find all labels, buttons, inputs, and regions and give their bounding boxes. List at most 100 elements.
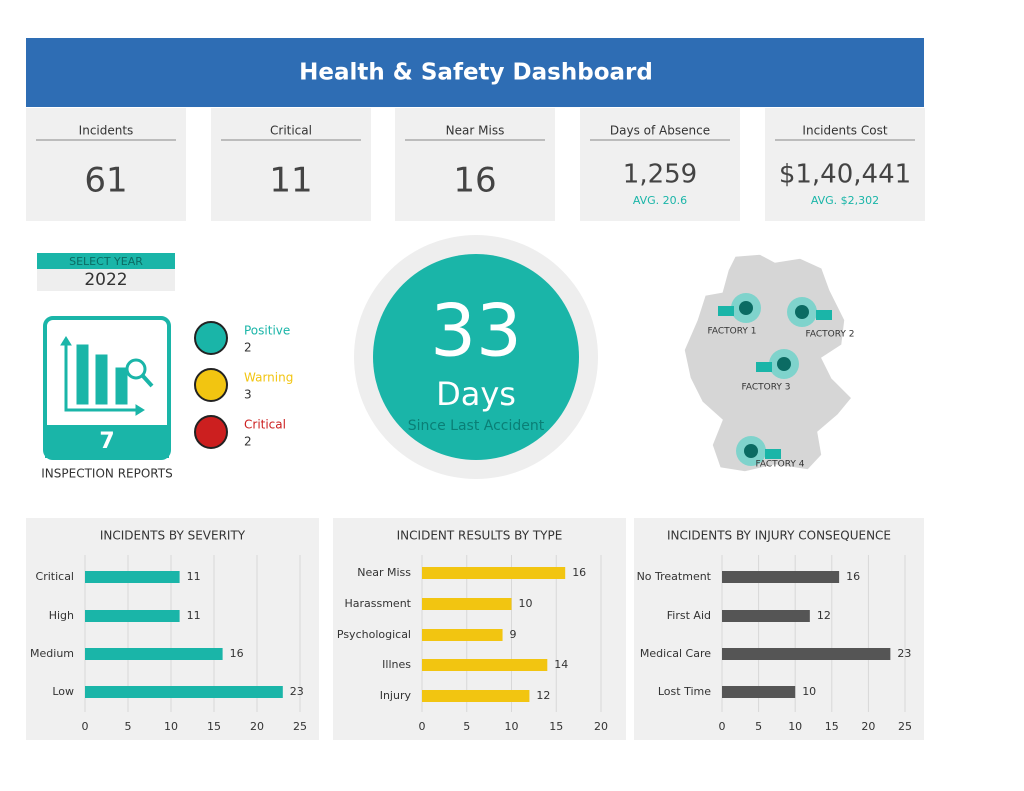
- bar: [722, 610, 810, 622]
- bar: [722, 648, 891, 660]
- x-tick-label: 10: [788, 720, 802, 733]
- x-tick-label: 5: [463, 720, 470, 733]
- value-label: 23: [290, 685, 304, 698]
- kpi-sub: AVG. 20.6: [633, 194, 687, 207]
- factory-icon: [756, 362, 772, 372]
- factory-dot: [739, 301, 753, 315]
- x-tick-label: 25: [293, 720, 307, 733]
- kpi-value: $1,40,441: [779, 160, 911, 190]
- days-value: 33: [430, 289, 522, 373]
- kpi-label: Days of Absence: [610, 124, 710, 138]
- value-label: 16: [846, 570, 860, 583]
- value-label: 11: [187, 570, 201, 583]
- x-tick-label: 10: [505, 720, 519, 733]
- value-label: 10: [802, 685, 816, 698]
- kpi-card: [580, 108, 740, 221]
- factory-dot: [795, 305, 809, 319]
- factory-label: FACTORY 3: [742, 383, 791, 393]
- value-label: 10: [519, 597, 533, 610]
- value-label: 16: [572, 566, 586, 579]
- status-count: 2: [244, 341, 252, 355]
- kpi-card: [211, 108, 371, 221]
- bar: [85, 610, 180, 622]
- bar: [422, 659, 548, 671]
- x-tick-label: 25: [898, 720, 912, 733]
- bar: [722, 686, 796, 698]
- status-icon: [194, 321, 228, 355]
- inspection-icon: [60, 336, 154, 416]
- status-name: Positive: [244, 324, 290, 338]
- value-label: 12: [536, 689, 550, 702]
- inspection-label: INSPECTION REPORTS: [41, 467, 172, 481]
- x-tick-label: 15: [825, 720, 839, 733]
- bar: [85, 686, 283, 698]
- y-tick-label: Medium: [30, 647, 74, 660]
- status-count: 3: [244, 388, 252, 402]
- value-label: 23: [897, 647, 911, 660]
- x-tick-label: 0: [82, 720, 89, 733]
- y-tick-label: First Aid: [667, 609, 711, 622]
- bar: [85, 571, 180, 583]
- x-tick-label: 15: [549, 720, 563, 733]
- kpi-label: Critical: [270, 124, 312, 138]
- y-tick-label: Lost Time: [658, 685, 711, 698]
- kpi-value: 1,259: [623, 160, 697, 190]
- y-tick-label: Near Miss: [357, 566, 411, 579]
- kpi-value: 61: [84, 161, 127, 201]
- x-tick-label: 0: [419, 720, 426, 733]
- kpi-sub: AVG. $2,302: [811, 194, 879, 207]
- year-label[interactable]: SELECT YEAR: [69, 255, 143, 268]
- factory-icon: [718, 306, 734, 316]
- x-tick-label: 15: [207, 720, 221, 733]
- chart-title: INCIDENTS BY INJURY CONSEQUENCE: [667, 529, 891, 543]
- bar: [722, 571, 840, 583]
- year-label-bg: [37, 253, 175, 269]
- factory-dot: [744, 444, 758, 458]
- dashboard-title: Health & Safety Dashboard: [299, 60, 653, 86]
- kpi-card: [395, 108, 555, 221]
- value-label: 16: [230, 647, 244, 660]
- chart-panel: [26, 518, 319, 740]
- kpi-label: Incidents: [79, 124, 134, 138]
- x-tick-label: 10: [164, 720, 178, 733]
- status-name: Warning: [244, 371, 293, 385]
- status-count: 2: [244, 435, 252, 449]
- value-label: 11: [187, 609, 201, 622]
- year-value[interactable]: 2022: [84, 270, 127, 290]
- year-value-bg: [37, 269, 175, 291]
- x-tick-label: 20: [861, 720, 875, 733]
- y-tick-label: No Treatment: [637, 570, 712, 583]
- chart-title: INCIDENTS BY SEVERITY: [100, 529, 246, 543]
- bar: [422, 567, 566, 579]
- bar: [422, 690, 530, 702]
- kpi-card: [26, 108, 186, 221]
- chart-panel: [634, 518, 924, 740]
- bar: [422, 629, 503, 641]
- y-tick-label: Critical: [36, 570, 74, 583]
- value-label: 12: [817, 609, 831, 622]
- y-tick-label: Harassment: [344, 597, 411, 610]
- factory-label: FACTORY 4: [756, 460, 805, 470]
- factory-icon: [816, 310, 832, 320]
- y-tick-label: Low: [52, 685, 74, 698]
- status-name: Critical: [244, 418, 286, 432]
- bar: [422, 598, 512, 610]
- kpi-value: 16: [453, 161, 496, 201]
- x-tick-label: 20: [594, 720, 608, 733]
- kpi-card: [765, 108, 925, 221]
- y-tick-label: High: [49, 609, 74, 622]
- days-circle: [373, 254, 579, 460]
- value-label: 9: [510, 628, 517, 641]
- factory-label: FACTORY 2: [806, 330, 855, 340]
- days-caption: Since Last Accident: [408, 418, 545, 434]
- factory-label: FACTORY 1: [708, 327, 757, 337]
- factory-icon: [765, 449, 781, 459]
- x-tick-label: 20: [250, 720, 264, 733]
- chart-title: INCIDENT RESULTS BY TYPE: [397, 529, 563, 543]
- y-tick-label: Medical Care: [640, 647, 711, 660]
- y-tick-label: Psychological: [337, 628, 411, 641]
- y-tick-label: Injury: [380, 689, 412, 702]
- days-unit: Days: [436, 375, 516, 413]
- factory-dot: [777, 357, 791, 371]
